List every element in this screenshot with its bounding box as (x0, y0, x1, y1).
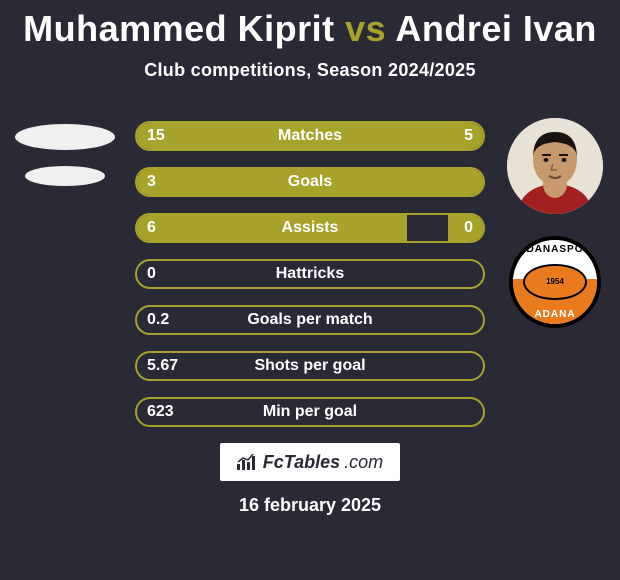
club-badge-year: 1954 (513, 277, 597, 286)
stat-label: Min per goal (137, 399, 483, 425)
stat-row: 6Assists0 (135, 213, 485, 243)
player2-photo (507, 118, 603, 214)
club-badge-top-text: ADANASPOR (513, 244, 597, 255)
stat-row: 15Matches5 (135, 121, 485, 151)
club-badge-bottom-text: ADANA (513, 309, 597, 320)
brand-badge: FcTables.com (220, 443, 400, 481)
stat-row: 0Hattricks (135, 259, 485, 289)
stat-label: Goals per match (137, 307, 483, 333)
page-title: Muhammed Kiprit vs Andrei Ivan (0, 0, 620, 50)
brand-tld: .com (344, 452, 383, 473)
stat-label: Shots per goal (137, 353, 483, 379)
right-column: ADANASPOR 1954 ADANA (500, 118, 610, 328)
stat-row: 5.67Shots per goal (135, 351, 485, 381)
brand-name: FcTables (263, 452, 340, 473)
stat-label: Assists (137, 215, 483, 241)
player1-club-placeholder (25, 166, 105, 186)
stat-row: 3Goals (135, 167, 485, 197)
subtitle: Club competitions, Season 2024/2025 (0, 60, 620, 81)
title-player2: Andrei Ivan (395, 8, 597, 49)
stat-row: 0.2Goals per match (135, 305, 485, 335)
title-player1: Muhammed Kiprit (23, 8, 335, 49)
date: 16 february 2025 (0, 495, 620, 516)
stat-label: Goals (137, 169, 483, 195)
stat-value-right: 5 (464, 123, 473, 149)
stat-value-right: 0 (464, 215, 473, 241)
player1-photo-placeholder (15, 124, 115, 150)
stat-label: Matches (137, 123, 483, 149)
title-vs: vs (345, 8, 386, 49)
brand-chart-icon (237, 454, 257, 470)
player2-club-badge: ADANASPOR 1954 ADANA (509, 236, 601, 328)
stat-label: Hattricks (137, 261, 483, 287)
left-column (10, 118, 120, 202)
stat-row: 623Min per goal (135, 397, 485, 427)
